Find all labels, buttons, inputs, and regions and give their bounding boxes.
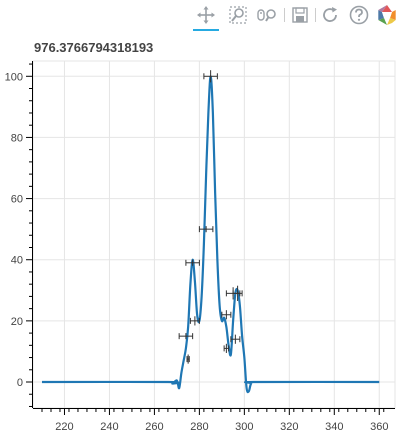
pan-icon — [197, 6, 215, 24]
chart-title: 976.3766794318193 — [34, 40, 154, 55]
x-tick-label: 340 — [325, 421, 343, 430]
x-tick-label: 300 — [235, 421, 253, 430]
errorbar — [185, 259, 200, 266]
y-tick-label: 100 — [5, 71, 23, 83]
reset-tool[interactable] — [317, 3, 343, 27]
x-tick-label: 240 — [100, 421, 118, 430]
help-tool[interactable] — [346, 3, 372, 27]
errorbar — [203, 70, 218, 83]
errorbar — [189, 316, 200, 326]
bokeh-logo-icon — [378, 5, 396, 25]
y-tick-label: 80 — [11, 132, 23, 144]
errorbar — [198, 226, 214, 233]
series-line — [41, 75, 380, 394]
y-tick-label: 0 — [17, 377, 23, 389]
x-tick-label: 220 — [55, 421, 73, 430]
save-tool[interactable] — [287, 3, 313, 27]
y-tick-label: 60 — [11, 194, 23, 206]
pan-tool[interactable] — [193, 3, 219, 31]
errorbars — [178, 70, 243, 364]
chart-plot[interactable]: 220 240 260 280 300 320 340 360 0 20 40 60 80 100 — [0, 56, 400, 430]
axes: 220 240 260 280 300 320 340 360 0 20 40 60 80 100 — [5, 61, 395, 430]
plot-frame — [32, 60, 396, 409]
y-tick-label: 40 — [11, 255, 23, 267]
y-tick-label: 20 — [11, 316, 23, 328]
x-tick-label: 260 — [145, 421, 163, 430]
errorbar — [221, 310, 232, 320]
box-zoom-tool[interactable] — [225, 3, 251, 27]
errorbar — [232, 285, 243, 301]
toolbar-separator — [315, 8, 316, 22]
box-zoom-icon — [229, 6, 247, 24]
x-tick-label: 360 — [370, 421, 388, 430]
help-icon — [349, 5, 369, 25]
toolbar — [0, 0, 400, 32]
wheel-zoom-icon — [257, 9, 276, 22]
bokeh-logo[interactable] — [374, 3, 400, 27]
errorbar — [230, 334, 241, 344]
wheel-zoom-tool[interactable] — [255, 3, 281, 27]
errorbar — [178, 333, 194, 340]
x-tick-label: 280 — [190, 421, 208, 430]
reset-icon — [323, 7, 337, 22]
x-tick-label: 320 — [280, 421, 298, 430]
errorbar — [186, 354, 190, 364]
save-icon — [292, 7, 308, 23]
errorbar — [223, 343, 230, 353]
toolbar-separator — [284, 8, 285, 22]
grid — [33, 61, 395, 408]
series — [41, 75, 380, 394]
